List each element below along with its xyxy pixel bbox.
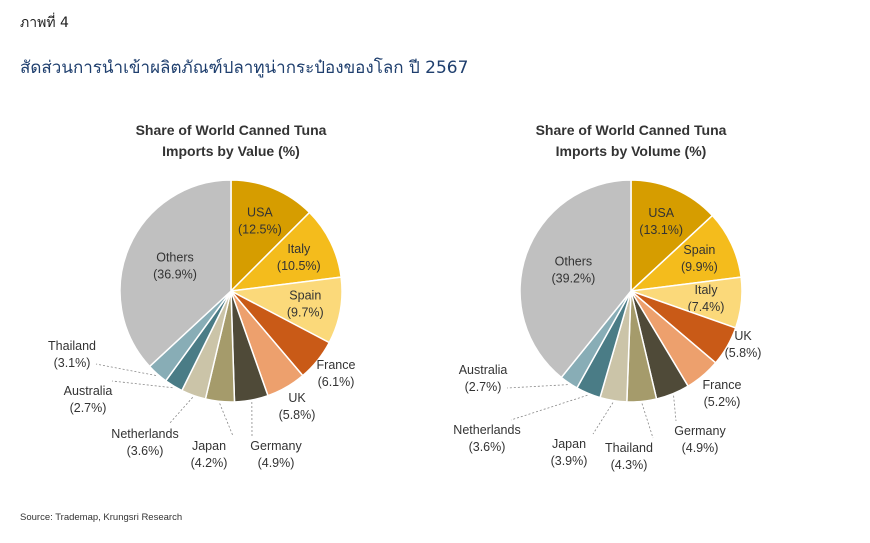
leader-line-australia bbox=[506, 384, 568, 389]
slice-label-germany: Germany bbox=[250, 439, 302, 453]
pie-chart-value: Share of World Canned Tuna Imports by Val… bbox=[48, 122, 356, 470]
slice-label-australia: Australia bbox=[64, 384, 113, 398]
slice-value-germany: (4.9%) bbox=[258, 456, 295, 470]
pie-slice-italy bbox=[228, 211, 342, 293]
slice-label-france: France bbox=[317, 358, 356, 372]
slice-label-italy: Italy bbox=[287, 242, 311, 256]
slice-label-usa: USA bbox=[247, 205, 273, 219]
figure-title: สัดส่วนการนำเข้าผลิตภัณฑ์ปลาทูน่ากระป๋อง… bbox=[20, 58, 469, 78]
leader-line-netherlands bbox=[168, 397, 194, 425]
pie-slice-others bbox=[519, 179, 632, 379]
slice-label-france: France bbox=[703, 378, 742, 392]
slice-value-japan: (3.9%) bbox=[551, 454, 588, 468]
slice-value-usa: (12.5%) bbox=[238, 222, 282, 236]
slice-label-netherlands: Netherlands bbox=[453, 423, 520, 437]
slice-value-italy: (10.5%) bbox=[277, 259, 321, 273]
slice-value-italy: (7.4%) bbox=[688, 300, 725, 314]
slice-value-thailand: (4.3%) bbox=[611, 458, 648, 472]
leader-line-japan bbox=[592, 402, 614, 435]
slice-label-thailand: Thailand bbox=[605, 441, 653, 455]
slice-value-usa: (13.1%) bbox=[639, 223, 683, 237]
chart-title-line: Share of World Canned Tuna bbox=[536, 122, 727, 138]
slice-value-others: (39.2%) bbox=[552, 272, 596, 286]
pie-slice-usa bbox=[630, 179, 714, 293]
pie-slice-usa bbox=[230, 179, 311, 293]
leader-line-australia bbox=[111, 380, 173, 389]
slice-value-netherlands: (3.6%) bbox=[469, 440, 506, 454]
slice-label-australia: Australia bbox=[459, 363, 508, 377]
slice-value-uk: (5.8%) bbox=[279, 408, 316, 422]
slice-label-uk: UK bbox=[288, 391, 306, 405]
slice-value-spain: (9.9%) bbox=[681, 260, 718, 274]
slice-label-italy: Italy bbox=[695, 283, 719, 297]
slice-value-uk: (5.8%) bbox=[725, 346, 762, 360]
figure-label: ภาพที่ 4 bbox=[20, 15, 69, 31]
slice-label-thailand: Thailand bbox=[48, 339, 96, 353]
slice-value-germany: (4.9%) bbox=[682, 441, 719, 455]
pie-chart-volume: Share of World Canned Tuna Imports by Vol… bbox=[453, 122, 762, 472]
slice-value-japan: (4.2%) bbox=[191, 456, 228, 470]
slice-label-netherlands: Netherlands bbox=[111, 427, 178, 441]
slice-value-others: (36.9%) bbox=[153, 268, 197, 282]
leader-line-netherlands bbox=[510, 394, 588, 421]
slice-label-spain: Spain bbox=[289, 288, 321, 302]
leader-line-japan bbox=[219, 403, 234, 437]
slice-value-france: (6.1%) bbox=[318, 375, 355, 389]
slice-label-others: Others bbox=[156, 251, 194, 265]
slice-value-netherlands: (3.6%) bbox=[127, 444, 164, 458]
pie-slice-others bbox=[119, 179, 232, 368]
leader-line-thailand bbox=[95, 363, 157, 376]
slice-label-usa: USA bbox=[648, 206, 674, 220]
slice-label-japan: Japan bbox=[552, 437, 586, 451]
chart-title-line: Share of World Canned Tuna bbox=[136, 122, 327, 138]
slice-value-australia: (2.7%) bbox=[70, 401, 107, 415]
slice-label-others: Others bbox=[555, 255, 593, 269]
slice-value-australia: (2.7%) bbox=[465, 380, 502, 394]
leader-line-thailand bbox=[641, 403, 654, 439]
leader-line-germany bbox=[673, 395, 677, 422]
slice-value-thailand: (3.1%) bbox=[54, 356, 91, 370]
slice-value-spain: (9.7%) bbox=[287, 305, 324, 319]
slice-value-france: (5.2%) bbox=[704, 395, 741, 409]
source-note: Source: Trademap, Krungsri Research bbox=[20, 512, 183, 523]
chart-title-line: Imports by Value (%) bbox=[162, 143, 300, 159]
slice-label-spain: Spain bbox=[683, 243, 715, 257]
chart-title-line: Imports by Volume (%) bbox=[556, 143, 707, 159]
slice-label-uk: UK bbox=[734, 329, 752, 343]
slice-label-japan: Japan bbox=[192, 439, 226, 453]
slice-label-germany: Germany bbox=[674, 424, 726, 438]
